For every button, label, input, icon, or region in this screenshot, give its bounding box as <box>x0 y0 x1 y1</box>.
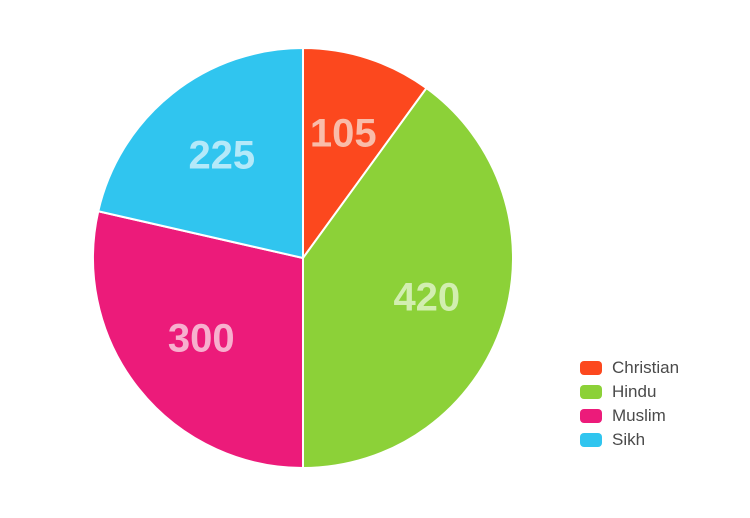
chart-canvas: 105 420 300 225 Christian Hindu Muslim Sikh <box>0 0 750 518</box>
slice-value-muslim: 300 <box>168 317 235 362</box>
legend-swatch-hindu <box>580 385 602 399</box>
legend-label-muslim: Muslim <box>612 406 666 426</box>
legend-swatch-sikh <box>580 433 602 447</box>
legend-swatch-muslim <box>580 409 602 423</box>
slice-value-christian: 105 <box>310 112 377 157</box>
pie-svg <box>93 48 513 468</box>
legend-item-christian: Christian <box>580 358 679 378</box>
legend-item-hindu: Hindu <box>580 382 679 402</box>
legend-label-hindu: Hindu <box>612 382 656 402</box>
pie-chart: 105 420 300 225 <box>93 48 513 468</box>
legend-item-muslim: Muslim <box>580 406 679 426</box>
slice-value-sikh: 225 <box>188 134 255 179</box>
legend-label-sikh: Sikh <box>612 430 645 450</box>
legend-swatch-christian <box>580 361 602 375</box>
legend: Christian Hindu Muslim Sikh <box>580 358 679 454</box>
slice-value-hindu: 420 <box>393 276 460 321</box>
legend-item-sikh: Sikh <box>580 430 679 450</box>
legend-label-christian: Christian <box>612 358 679 378</box>
